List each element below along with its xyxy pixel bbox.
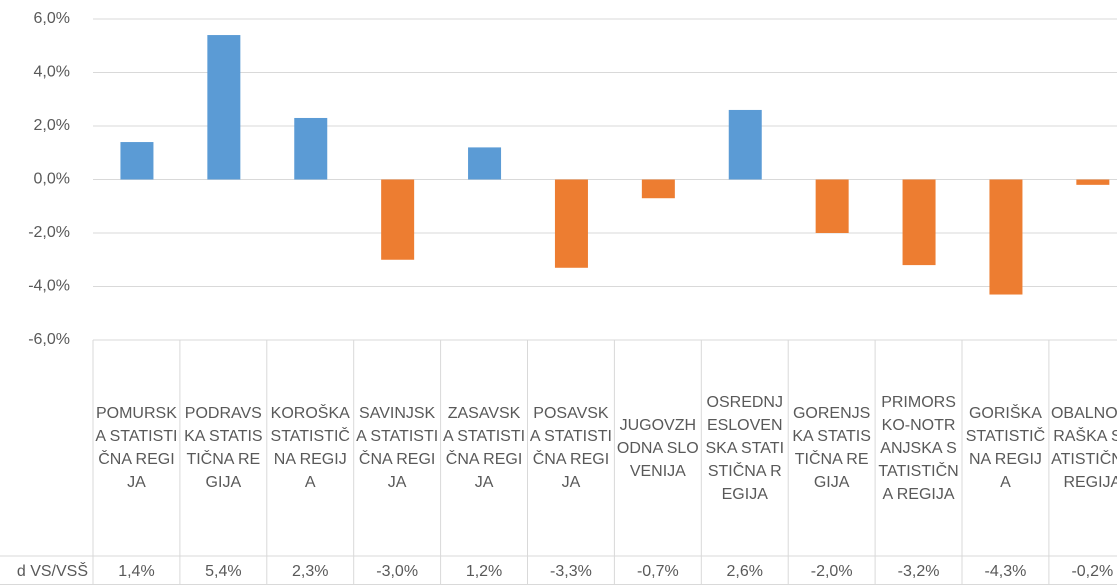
- x-tick-label: OSREDNJESLOVENSKA STATISTIČNA REGIJA: [705, 393, 785, 503]
- x-tick-label: PODRAVSKA STATISTIČNA REGIJA: [184, 405, 263, 491]
- bar: [468, 147, 502, 180]
- y-tick-label: -6,0%: [28, 331, 70, 348]
- y-tick-label: 0,0%: [34, 171, 70, 188]
- bar: [728, 109, 762, 180]
- x-tick-label: OBALNO-KRAŠKA STATISTIČNA REGIJA: [1050, 405, 1117, 491]
- bar: [381, 179, 415, 260]
- category-cell: SAVINJSKA STATISTIČNA REGIJA: [356, 405, 439, 491]
- bar: [815, 179, 849, 233]
- x-tick-label: GORIŠKA STATISTIČNA REGIJA: [965, 405, 1046, 491]
- y-tick-label: 4,0%: [34, 64, 70, 81]
- x-tick-label: SAVINJSKA STATISTIČNA REGIJA: [356, 405, 439, 491]
- bar: [1076, 179, 1110, 185]
- bar: [207, 35, 241, 180]
- category-cell: POMURSKA STATISTIČNA REGIJA: [95, 405, 178, 491]
- bar: [120, 142, 154, 180]
- bar: [554, 179, 588, 268]
- y-tick-label: 2,0%: [34, 117, 70, 134]
- x-tick-label: GORENJSKA STATISTIČNA REGIJA: [792, 405, 871, 491]
- category-cell: PRIMORSKO-NOTRANJSKA STATISTIČNA REGIJA: [878, 393, 959, 503]
- bar: [641, 179, 675, 199]
- bar: [294, 117, 328, 180]
- value-label: -0,2%: [1071, 563, 1113, 580]
- y-tick-label: -4,0%: [28, 278, 70, 295]
- bar: [902, 179, 936, 266]
- x-tick-label: KOROŠKA STATISTIČNA REGIJA: [270, 405, 350, 491]
- y-tick-label: -2,0%: [28, 224, 70, 241]
- value-label: 5,4%: [205, 563, 241, 580]
- value-label: 2,3%: [292, 563, 328, 580]
- category-cell: KOROŠKA STATISTIČNA REGIJA: [270, 405, 350, 491]
- value-label: 1,2%: [466, 563, 502, 580]
- y-tick-label: 6,0%: [34, 10, 70, 27]
- bar: [989, 179, 1023, 295]
- value-label: -0,7%: [637, 563, 679, 580]
- category-cell: GORIŠKA STATISTIČNA REGIJA: [965, 405, 1046, 491]
- value-label: 1,4%: [118, 563, 154, 580]
- value-label: 2,6%: [727, 563, 763, 580]
- category-cell: OSREDNJESLOVENSKA STATISTIČNA REGIJA: [705, 393, 785, 503]
- row-label: d VS/VSŠ: [17, 561, 88, 580]
- category-cell: ZASAVSKA STATISTIČNA REGIJA: [442, 405, 526, 491]
- category-cell: GORENJSKA STATISTIČNA REGIJA: [792, 405, 871, 491]
- x-tick-label: POSAVSKA STATISTIČNA REGIJA: [529, 405, 612, 491]
- value-label: -2,0%: [811, 563, 853, 580]
- x-tick-label: PRIMORSKO-NOTRANJSKA STATISTIČNA REGIJA: [878, 393, 959, 503]
- category-cell: PODRAVSKA STATISTIČNA REGIJA: [184, 405, 263, 491]
- x-tick-label: JUGOVZHODNA SLOVENIJA: [616, 416, 699, 480]
- category-cell: POSAVSKA STATISTIČNA REGIJA: [529, 405, 612, 491]
- x-tick-label: POMURSKA STATISTIČNA REGIJA: [95, 405, 178, 491]
- value-label: -4,3%: [985, 563, 1027, 580]
- value-label: -3,0%: [376, 563, 418, 580]
- category-cell: JUGOVZHODNA SLOVENIJA: [616, 416, 699, 480]
- value-label: -3,2%: [898, 563, 940, 580]
- value-label: -3,3%: [550, 563, 592, 580]
- x-tick-label: ZASAVSKA STATISTIČNA REGIJA: [442, 405, 526, 491]
- category-cell: OBALNO-KRAŠKA STATISTIČNA REGIJA: [1050, 405, 1117, 491]
